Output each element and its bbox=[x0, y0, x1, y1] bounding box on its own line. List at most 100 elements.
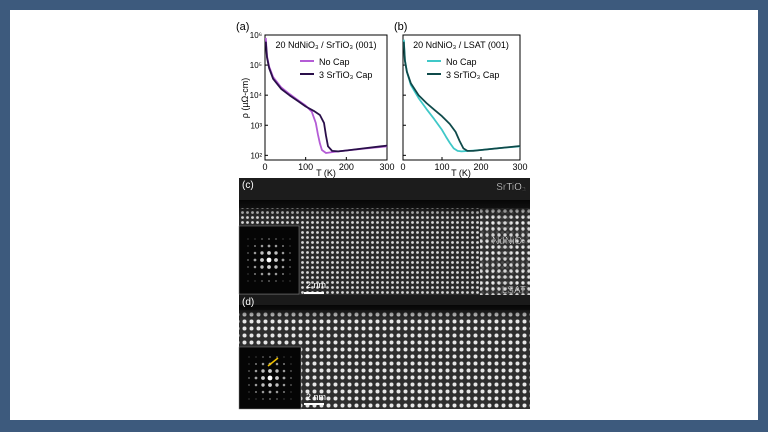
fft-spot bbox=[269, 356, 271, 358]
fft-spot bbox=[247, 280, 249, 282]
fft-spot bbox=[260, 251, 264, 255]
fft-spot bbox=[248, 391, 250, 393]
fft-spot bbox=[267, 375, 273, 381]
slide: (a) 20 NdNiO₃ / SrTiO₃ (001) No Cap 3 Sr… bbox=[10, 10, 758, 420]
panel-b-title: 20 NdNiO₃ / LSAT (001) bbox=[413, 40, 509, 50]
fft-spot bbox=[290, 363, 292, 365]
panel-d: (d) 2 nm bbox=[238, 295, 530, 410]
fft-spot bbox=[247, 266, 249, 268]
fft-spot bbox=[275, 383, 279, 387]
panel-a-label: (a) bbox=[236, 21, 249, 33]
fft-spot bbox=[289, 252, 291, 254]
fft-spot bbox=[260, 272, 264, 276]
bright-lattice-region-c bbox=[480, 208, 530, 298]
fft-spot bbox=[275, 280, 277, 282]
panel-d-label: (d) bbox=[242, 297, 254, 308]
fft-spot bbox=[276, 356, 278, 358]
fft-spot bbox=[248, 356, 250, 358]
fft-spot bbox=[274, 244, 278, 248]
x-tick-label: 100 bbox=[434, 162, 449, 172]
fft-spot bbox=[274, 272, 278, 276]
fft-spot bbox=[290, 391, 292, 393]
fft-spot bbox=[248, 363, 250, 365]
fft-spot bbox=[254, 383, 258, 387]
fft-spot bbox=[261, 369, 265, 373]
fft-spots-c bbox=[247, 238, 291, 282]
scale-label-d: 2 nm bbox=[306, 392, 326, 402]
fft-spot bbox=[255, 391, 257, 393]
fft-spot bbox=[275, 376, 279, 380]
fft-spot bbox=[255, 398, 257, 400]
fft-spot bbox=[255, 356, 257, 358]
fft-spot bbox=[261, 376, 265, 380]
layer-label-srtio3: SrTiO₃ bbox=[496, 182, 526, 193]
fft-spot bbox=[274, 251, 278, 255]
legend-label-no-cap-a: No Cap bbox=[319, 57, 350, 67]
fft-spot bbox=[268, 280, 270, 282]
x-tick-label: 100 bbox=[298, 162, 313, 172]
fft-spot bbox=[282, 280, 284, 282]
panel-a-frame bbox=[264, 34, 388, 161]
fft-spot bbox=[260, 265, 264, 269]
x-tick-label: 0 bbox=[400, 162, 405, 172]
fft-spot bbox=[282, 245, 284, 247]
fft-spot bbox=[262, 398, 264, 400]
fft-spot bbox=[267, 272, 271, 276]
fft-spot bbox=[275, 369, 279, 373]
fft-spot bbox=[283, 363, 285, 365]
x-tick-label: 300 bbox=[512, 162, 527, 172]
fft-spot bbox=[253, 258, 257, 262]
fft-spot bbox=[281, 251, 285, 255]
fft-spot bbox=[255, 363, 257, 365]
x-tick-label: 300 bbox=[379, 162, 394, 172]
fft-spot bbox=[276, 398, 278, 400]
y-tick-label: 10⁵ bbox=[250, 61, 262, 70]
fft-spot bbox=[269, 398, 271, 400]
panel-c-label: (c) bbox=[242, 180, 254, 191]
fft-spot bbox=[290, 356, 292, 358]
y-tick-label: 10² bbox=[250, 151, 262, 160]
fft-spot bbox=[282, 273, 284, 275]
panel-b-label: (b) bbox=[394, 21, 407, 33]
fft-spot bbox=[254, 376, 258, 380]
fft-spot bbox=[290, 370, 292, 372]
y-tick-label: 10⁴ bbox=[250, 91, 263, 100]
fft-spot bbox=[283, 391, 285, 393]
x-tick-label: 200 bbox=[473, 162, 488, 172]
legend-label-cap-a: 3 SrTiO₃ Cap bbox=[319, 70, 372, 80]
fft-spot bbox=[253, 265, 257, 269]
fft-spot bbox=[254, 245, 256, 247]
legend-label-cap-b: 3 SrTiO₃ Cap bbox=[446, 70, 499, 80]
x-tick-label: 0 bbox=[262, 162, 267, 172]
fft-spot bbox=[247, 273, 249, 275]
fft-spot bbox=[268, 238, 270, 240]
panel-b: (b) 20 NdNiO₃ / LSAT (001) No Cap 3 SrTi… bbox=[394, 21, 528, 178]
fft-spot bbox=[283, 356, 285, 358]
fft-spot bbox=[282, 238, 284, 240]
x-axis-label-a: T (K) bbox=[316, 168, 336, 178]
fft-spot bbox=[289, 273, 291, 275]
interface-fade-d bbox=[239, 305, 530, 320]
fft-spot bbox=[247, 252, 249, 254]
fft-spot bbox=[275, 390, 279, 394]
y-axis-label-a: ρ (µΩ-cm) bbox=[240, 78, 250, 119]
fft-spot bbox=[268, 390, 272, 394]
fft-spot bbox=[267, 244, 271, 248]
fft-spot bbox=[268, 369, 272, 373]
fft-spot bbox=[247, 259, 249, 261]
fft-spot bbox=[261, 390, 265, 394]
fft-spot bbox=[274, 265, 278, 269]
plot-area-a: 0 100 200 300 10² 10³ 10⁴ 10⁵ 10⁶ bbox=[250, 31, 395, 172]
fft-spot bbox=[248, 377, 250, 379]
panel-c: (c) SrTiO₃ NdNiO₂ LSAT 2 nm bbox=[238, 178, 530, 298]
fft-spot bbox=[248, 370, 250, 372]
fft-spot bbox=[254, 273, 256, 275]
fft-spot bbox=[266, 257, 272, 263]
fft-spot bbox=[261, 383, 265, 387]
fft-spot bbox=[290, 377, 292, 379]
fft-spot bbox=[267, 251, 271, 255]
y-tick-label: 10³ bbox=[250, 121, 262, 130]
fft-spots-d bbox=[248, 356, 292, 400]
fft-spot bbox=[253, 251, 257, 255]
fft-spot bbox=[282, 369, 286, 373]
